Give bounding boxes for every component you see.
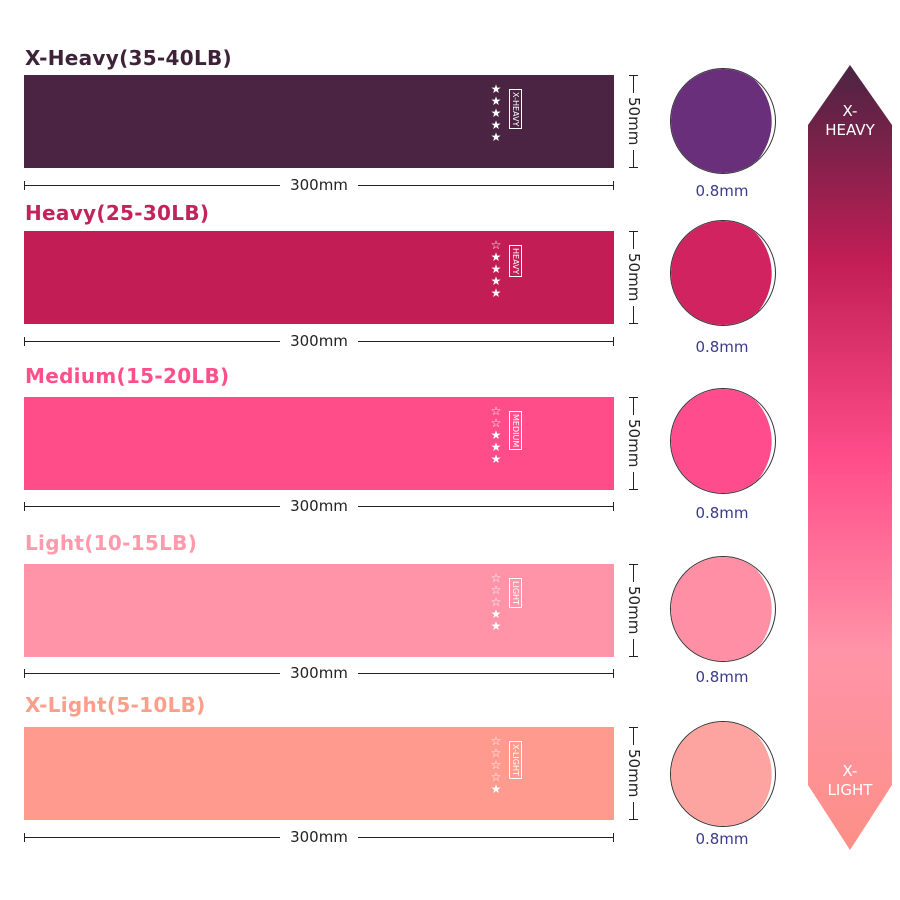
band-title: Medium(15-20LB) <box>25 364 230 388</box>
star-empty-icon: ☆ <box>490 571 502 585</box>
intensity-scale-arrow: X- HEAVY X- LIGHT <box>808 65 892 850</box>
height-value: 50mm <box>625 249 643 306</box>
thickness-value: 0.8mm <box>695 830 749 848</box>
star-filled-icon: ★ <box>490 82 502 96</box>
strength-stars: ☆ ★ ★ ★ ★ <box>489 239 503 299</box>
star-filled-icon: ★ <box>490 262 502 276</box>
band-swatch: ☆ ☆ ★ ★ ★ MEDIUM <box>24 397 614 490</box>
star-filled-icon: ★ <box>490 118 502 132</box>
scale-bottom-line1: X- <box>842 762 858 780</box>
star-filled-icon: ★ <box>490 452 502 466</box>
height-dimension: 50mm <box>624 231 644 324</box>
scale-top-line1: X- <box>842 102 858 120</box>
star-empty-icon: ☆ <box>490 583 502 597</box>
thickness-value: 0.8mm <box>695 338 749 356</box>
star-empty-icon: ☆ <box>490 758 502 772</box>
scale-bottom-label: X- LIGHT <box>808 762 892 800</box>
thickness-closeup <box>670 68 776 174</box>
band-title: X-Heavy(35-40LB) <box>25 46 232 70</box>
width-value: 300mm <box>280 332 358 350</box>
band-label: LIGHT <box>509 578 522 608</box>
strength-stars: ☆ ☆ ★ ★ ★ <box>489 405 503 465</box>
star-empty-icon: ☆ <box>490 404 502 418</box>
strength-stars: ☆ ☆ ☆ ☆ ★ <box>489 735 503 795</box>
thickness-closeup <box>670 220 776 326</box>
band-swatch: ★ ★ ★ ★ ★ X-HEAVY <box>24 75 614 168</box>
star-filled-icon: ★ <box>490 106 502 120</box>
star-filled-icon: ★ <box>490 286 502 300</box>
star-filled-icon: ★ <box>490 619 502 633</box>
band-title: Light(10-15LB) <box>25 531 198 555</box>
height-dimension: 50mm <box>624 727 644 820</box>
star-empty-icon: ☆ <box>490 770 502 784</box>
band-label: X-LIGHT <box>509 741 522 779</box>
band-swatch: ☆ ☆ ☆ ☆ ★ X-LIGHT <box>24 727 614 820</box>
star-empty-icon: ☆ <box>490 734 502 748</box>
thickness-closeup <box>670 556 776 662</box>
star-empty-icon: ☆ <box>490 595 502 609</box>
star-filled-icon: ★ <box>490 274 502 288</box>
height-dimension: 50mm <box>624 564 644 657</box>
height-value: 50mm <box>625 582 643 639</box>
height-value: 50mm <box>625 745 643 802</box>
scale-bottom-line2: LIGHT <box>827 781 873 799</box>
band-title: X-Light(5-10LB) <box>25 693 206 717</box>
thickness-closeup <box>670 721 776 827</box>
star-filled-icon: ★ <box>490 440 502 454</box>
scale-top-label: X- HEAVY <box>808 102 892 140</box>
height-value: 50mm <box>625 93 643 150</box>
strength-stars: ☆ ☆ ☆ ★ ★ <box>489 572 503 632</box>
strength-stars: ★ ★ ★ ★ ★ <box>489 83 503 143</box>
star-filled-icon: ★ <box>490 250 502 264</box>
thickness-closeup <box>670 388 776 494</box>
star-empty-icon: ☆ <box>490 746 502 760</box>
height-dimension: 50mm <box>624 397 644 490</box>
band-label: MEDIUM <box>509 411 522 451</box>
thickness-value: 0.8mm <box>695 182 749 200</box>
star-filled-icon: ★ <box>490 130 502 144</box>
width-value: 300mm <box>280 176 358 194</box>
band-label: HEAVY <box>509 245 522 278</box>
scale-top-line2: HEAVY <box>825 121 875 139</box>
thickness-value: 0.8mm <box>695 668 749 686</box>
star-empty-icon: ☆ <box>490 416 502 430</box>
gradient-arrow-shape <box>808 65 892 850</box>
star-empty-icon: ☆ <box>490 238 502 252</box>
height-value: 50mm <box>625 415 643 472</box>
width-value: 300mm <box>280 497 358 515</box>
star-filled-icon: ★ <box>490 94 502 108</box>
width-value: 300mm <box>280 828 358 846</box>
width-value: 300mm <box>280 664 358 682</box>
height-dimension: 50mm <box>624 75 644 168</box>
thickness-value: 0.8mm <box>695 504 749 522</box>
band-swatch: ☆ ★ ★ ★ ★ HEAVY <box>24 231 614 324</box>
band-label: X-HEAVY <box>509 89 522 130</box>
band-title: Heavy(25-30LB) <box>25 201 210 225</box>
star-filled-icon: ★ <box>490 607 502 621</box>
star-filled-icon: ★ <box>490 428 502 442</box>
star-filled-icon: ★ <box>490 782 502 796</box>
band-swatch: ☆ ☆ ☆ ★ ★ LIGHT <box>24 564 614 657</box>
